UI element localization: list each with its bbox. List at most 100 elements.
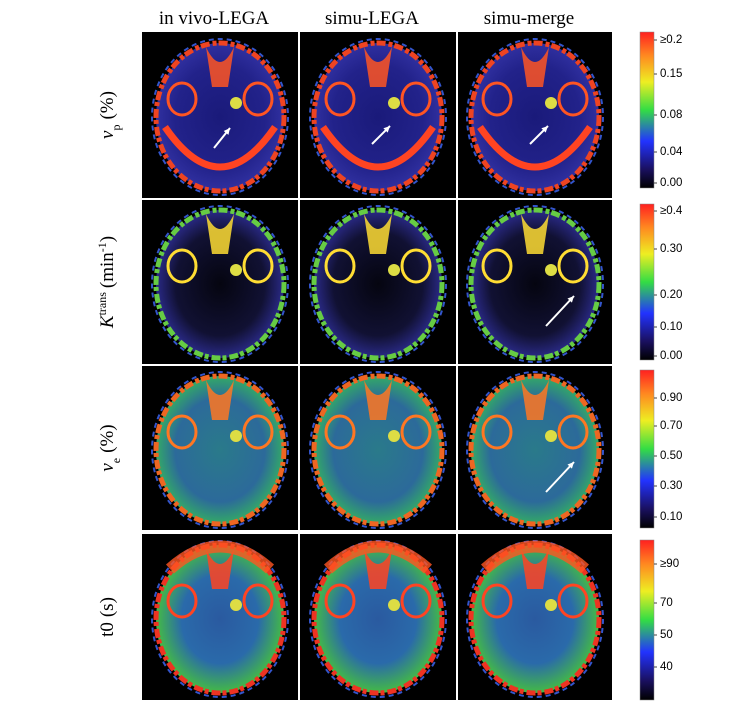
temporal-right bbox=[400, 414, 432, 450]
colorbar-tick-label: 0.50 bbox=[660, 450, 682, 462]
temporal-left bbox=[481, 583, 513, 619]
skull-outer bbox=[466, 371, 604, 529]
temporal-right bbox=[400, 248, 432, 284]
temporal-left bbox=[166, 414, 198, 450]
row-label-part: K bbox=[97, 314, 118, 329]
lesion bbox=[545, 599, 557, 611]
column-header: simu-LEGA bbox=[325, 8, 419, 29]
row-label-part: t0 bbox=[97, 622, 118, 637]
skull-outer bbox=[309, 371, 447, 529]
colorbar-tick-label: 0.10 bbox=[660, 511, 682, 523]
lesion bbox=[230, 264, 242, 276]
colorbar-tick-label: 70 bbox=[660, 597, 673, 609]
colorbar-tick-label: ≥0.2 bbox=[660, 34, 682, 46]
column-header: simu-merge bbox=[484, 8, 574, 29]
frontal-region bbox=[206, 549, 234, 589]
temporal-right bbox=[557, 414, 589, 450]
arrow-head bbox=[383, 126, 390, 133]
lesion bbox=[388, 430, 400, 442]
colorbar bbox=[639, 31, 655, 189]
lesion bbox=[388, 97, 400, 109]
temporal-right bbox=[557, 583, 589, 619]
skull bbox=[468, 207, 602, 361]
skull bbox=[311, 207, 445, 361]
frontal-region bbox=[206, 214, 234, 254]
frontal-region bbox=[364, 549, 392, 589]
row-label-part: (%) bbox=[97, 91, 118, 119]
temporal-left bbox=[481, 81, 513, 117]
arrow-head bbox=[567, 296, 574, 303]
frontal-region bbox=[521, 47, 549, 87]
colorbar-tick-label: 50 bbox=[660, 629, 673, 641]
temporal-left bbox=[166, 583, 198, 619]
skull-outer bbox=[466, 205, 604, 363]
frontal-hot bbox=[480, 540, 590, 574]
colorbar-tick-label: 0.04 bbox=[660, 146, 683, 158]
row-label-part: e bbox=[109, 458, 123, 463]
temporal-left bbox=[481, 414, 513, 450]
frontal-region bbox=[364, 214, 392, 254]
arrow-shaft bbox=[545, 295, 575, 327]
row-label-part: (s) bbox=[97, 597, 118, 617]
lesion bbox=[388, 264, 400, 276]
row-label-part: (min bbox=[97, 252, 118, 288]
colorbar bbox=[639, 539, 655, 701]
skull-outer bbox=[151, 205, 289, 363]
row-label: Ktrans (min-1) bbox=[95, 236, 118, 329]
frontal-region bbox=[521, 380, 549, 420]
frontal-region bbox=[206, 47, 234, 87]
cerebellum-rim bbox=[320, 125, 436, 171]
frontal-hot bbox=[323, 540, 433, 574]
row-label-part: v bbox=[97, 130, 118, 139]
frontal-region bbox=[521, 549, 549, 589]
temporal-left bbox=[324, 248, 356, 284]
colorbar-tick-label: ≥90 bbox=[660, 558, 679, 570]
temporal-left bbox=[166, 81, 198, 117]
colorbar-tick-label: 0.70 bbox=[660, 420, 682, 432]
lesion bbox=[545, 430, 557, 442]
temporal-right bbox=[242, 414, 274, 450]
lesion bbox=[230, 97, 242, 109]
arrow-head bbox=[541, 126, 548, 133]
colorbar-tick-label: 0.00 bbox=[660, 177, 682, 189]
skull-outer bbox=[309, 38, 447, 196]
skull-outer bbox=[151, 371, 289, 529]
row-label-part: p bbox=[109, 125, 123, 131]
row-label-part: ) bbox=[97, 236, 118, 242]
colorbar-tick-label: 0.00 bbox=[660, 350, 682, 362]
arrow-shaft bbox=[545, 461, 575, 493]
colorbar-tick-label: 0.10 bbox=[660, 321, 682, 333]
skull bbox=[468, 373, 602, 527]
colorbar-tick-label: ≥0.4 bbox=[660, 205, 683, 217]
lesion bbox=[388, 599, 400, 611]
skull-outer bbox=[466, 38, 604, 196]
row-label-part: v bbox=[97, 463, 118, 472]
colorbar-tick-label: 0.15 bbox=[660, 68, 682, 80]
colorbar bbox=[639, 369, 655, 529]
row-label-part: -1 bbox=[95, 242, 109, 252]
arrow-head bbox=[223, 128, 230, 135]
lesion bbox=[230, 430, 242, 442]
temporal-left bbox=[324, 583, 356, 619]
lesion bbox=[545, 97, 557, 109]
skull bbox=[153, 373, 287, 527]
row-label-part: trans bbox=[95, 292, 109, 316]
column-header: in vivo-LEGA bbox=[159, 8, 270, 29]
colorbar bbox=[639, 203, 655, 361]
temporal-right bbox=[242, 248, 274, 284]
frontal-region bbox=[521, 214, 549, 254]
temporal-right bbox=[557, 81, 589, 117]
skull bbox=[311, 373, 445, 527]
temporal-left bbox=[481, 248, 513, 284]
arrow-head bbox=[567, 462, 574, 469]
temporal-right bbox=[400, 81, 432, 117]
lesion bbox=[545, 264, 557, 276]
temporal-right bbox=[557, 248, 589, 284]
frontal-hot bbox=[165, 540, 275, 574]
temporal-right bbox=[242, 583, 274, 619]
row-label: t0 (s) bbox=[97, 597, 118, 637]
cerebellum-rim bbox=[162, 125, 278, 171]
row-label: vp (%) bbox=[97, 91, 123, 139]
colorbar-tick-label: 0.90 bbox=[660, 392, 682, 404]
row-label-part: (%) bbox=[97, 424, 118, 452]
